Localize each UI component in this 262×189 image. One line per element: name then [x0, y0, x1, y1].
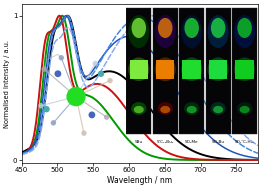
X-axis label: Wavelength / nm: Wavelength / nm: [107, 176, 172, 185]
Y-axis label: Normalised Intensity / a.u.: Normalised Intensity / a.u.: [4, 40, 10, 128]
